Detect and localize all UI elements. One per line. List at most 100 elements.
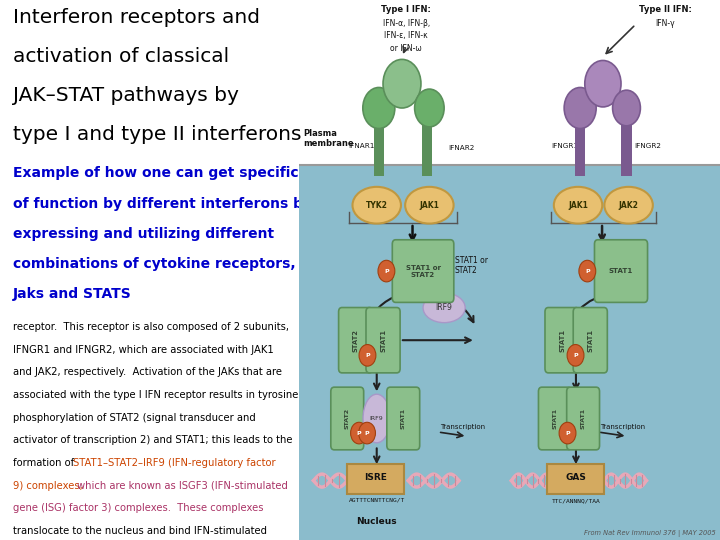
Text: IFNAR1: IFNAR1 bbox=[348, 143, 374, 148]
Circle shape bbox=[351, 422, 367, 444]
Text: or IFN-ω: or IFN-ω bbox=[390, 44, 422, 53]
FancyBboxPatch shape bbox=[567, 387, 600, 450]
Text: which are known as ISGF3 (IFN-stimulated: which are known as ISGF3 (IFN-stimulated bbox=[76, 481, 287, 491]
Circle shape bbox=[559, 422, 576, 444]
Text: type I and type II interferons: type I and type II interferons bbox=[13, 125, 302, 144]
FancyBboxPatch shape bbox=[330, 387, 364, 450]
Text: translocate to the nucleus and bind IFN-stimulated: translocate to the nucleus and bind IFN-… bbox=[13, 526, 267, 536]
Text: IFNGR2: IFNGR2 bbox=[634, 143, 661, 148]
FancyBboxPatch shape bbox=[338, 308, 373, 373]
Text: Transcription: Transcription bbox=[600, 423, 645, 430]
FancyBboxPatch shape bbox=[392, 240, 454, 302]
Circle shape bbox=[415, 89, 444, 127]
Text: STAT1: STAT1 bbox=[401, 408, 406, 429]
FancyBboxPatch shape bbox=[539, 387, 571, 450]
Text: ISRE: ISRE bbox=[364, 474, 387, 482]
Text: Type II IFN:: Type II IFN: bbox=[639, 5, 692, 15]
Text: receptor.  This receptor is also composed of 2 subunits,: receptor. This receptor is also composed… bbox=[13, 322, 289, 332]
Text: JAK1: JAK1 bbox=[568, 201, 588, 210]
Circle shape bbox=[567, 345, 584, 366]
Circle shape bbox=[585, 60, 621, 107]
Ellipse shape bbox=[363, 394, 390, 443]
Circle shape bbox=[613, 90, 640, 126]
Ellipse shape bbox=[604, 187, 653, 224]
Circle shape bbox=[383, 59, 421, 108]
Text: combinations of cytokine receptors,: combinations of cytokine receptors, bbox=[13, 257, 296, 271]
Text: IFN-α, IFN-β,: IFN-α, IFN-β, bbox=[382, 19, 430, 28]
FancyBboxPatch shape bbox=[366, 308, 400, 373]
Text: activation of classical: activation of classical bbox=[13, 47, 229, 66]
Bar bbox=[374, 105, 384, 176]
Text: Example of how one can get specificity: Example of how one can get specificity bbox=[13, 166, 319, 180]
Text: Nucleus: Nucleus bbox=[356, 517, 397, 526]
Ellipse shape bbox=[353, 187, 401, 224]
Text: Jaks and STATS: Jaks and STATS bbox=[13, 287, 132, 301]
FancyBboxPatch shape bbox=[573, 308, 608, 373]
Text: STAT1: STAT1 bbox=[609, 268, 633, 274]
Ellipse shape bbox=[405, 187, 454, 224]
Text: IFNGR1 and IFNGR2, which are associated with JAK1: IFNGR1 and IFNGR2, which are associated … bbox=[13, 345, 274, 355]
FancyBboxPatch shape bbox=[347, 464, 404, 494]
FancyBboxPatch shape bbox=[547, 464, 604, 494]
Text: From Nat Rev Immunol 376 | MAY 2005: From Nat Rev Immunol 376 | MAY 2005 bbox=[584, 530, 716, 537]
Text: P: P bbox=[365, 353, 370, 358]
Ellipse shape bbox=[423, 293, 465, 322]
Text: P: P bbox=[573, 353, 578, 358]
Text: 9) complexes,: 9) complexes, bbox=[13, 481, 86, 491]
Text: IRF9: IRF9 bbox=[436, 303, 453, 312]
Bar bbox=[621, 122, 631, 176]
Text: Type I IFN:: Type I IFN: bbox=[382, 5, 431, 15]
Text: STAT1: STAT1 bbox=[552, 408, 557, 429]
Circle shape bbox=[564, 87, 596, 129]
Text: IRF9: IRF9 bbox=[370, 416, 384, 421]
Text: Transcription: Transcription bbox=[440, 423, 485, 430]
Text: STAT1 or
STAT2: STAT1 or STAT2 bbox=[454, 256, 487, 275]
Text: P: P bbox=[365, 430, 369, 436]
Bar bbox=[575, 111, 585, 176]
Circle shape bbox=[363, 87, 395, 129]
Text: P: P bbox=[585, 268, 590, 274]
Text: STAT1: STAT1 bbox=[580, 408, 585, 429]
Text: STAT1–STAT2–IRF9 (IFN-regulatory factor: STAT1–STAT2–IRF9 (IFN-regulatory factor bbox=[73, 458, 276, 468]
Text: JAK2: JAK2 bbox=[618, 201, 639, 210]
Circle shape bbox=[359, 422, 375, 444]
Bar bbox=[422, 116, 432, 176]
Text: AGTTTCNNTTCNG/T: AGTTTCNNTTCNG/T bbox=[348, 498, 405, 503]
Text: of function by different interferons by: of function by different interferons by bbox=[13, 197, 312, 211]
FancyBboxPatch shape bbox=[545, 308, 579, 373]
Text: STAT2: STAT2 bbox=[345, 408, 350, 429]
Text: TTC/ANNNQ/TAA: TTC/ANNNQ/TAA bbox=[552, 498, 600, 503]
FancyBboxPatch shape bbox=[299, 165, 720, 540]
Circle shape bbox=[359, 345, 376, 366]
Text: TYK2: TYK2 bbox=[366, 201, 387, 210]
Text: IFNAR2: IFNAR2 bbox=[449, 145, 474, 151]
Text: STAT2: STAT2 bbox=[353, 329, 359, 352]
Text: IFNGR1: IFNGR1 bbox=[551, 143, 578, 148]
Text: JAK1: JAK1 bbox=[420, 201, 439, 210]
Text: STAT1: STAT1 bbox=[380, 329, 386, 352]
Text: expressing and utilizing different: expressing and utilizing different bbox=[13, 227, 274, 241]
Circle shape bbox=[378, 260, 395, 282]
Text: Interferon receptors and: Interferon receptors and bbox=[13, 8, 260, 27]
Text: P: P bbox=[565, 430, 570, 436]
FancyBboxPatch shape bbox=[387, 387, 420, 450]
Text: IFN-γ: IFN-γ bbox=[655, 19, 675, 28]
Text: P: P bbox=[384, 268, 389, 274]
Text: IFN-ε, IFN-κ: IFN-ε, IFN-κ bbox=[384, 31, 428, 40]
FancyBboxPatch shape bbox=[595, 240, 647, 302]
Text: GAS: GAS bbox=[565, 474, 586, 482]
Text: STAT1: STAT1 bbox=[588, 329, 593, 352]
Text: activator of transcription 2) and STAT1; this leads to the: activator of transcription 2) and STAT1;… bbox=[13, 435, 292, 445]
Text: associated with the type I IFN receptor results in tyrosine: associated with the type I IFN receptor … bbox=[13, 390, 298, 400]
Text: STAT1 or
STAT2: STAT1 or STAT2 bbox=[405, 265, 441, 278]
Text: phosphorylation of STAT2 (signal transducer and: phosphorylation of STAT2 (signal transdu… bbox=[13, 413, 256, 423]
Text: JAK–STAT pathways by: JAK–STAT pathways by bbox=[13, 86, 239, 105]
Text: Plasma
membrane: Plasma membrane bbox=[303, 129, 354, 149]
Ellipse shape bbox=[554, 187, 602, 224]
Text: P: P bbox=[356, 430, 361, 436]
Circle shape bbox=[579, 260, 595, 282]
Text: gene (ISG) factor 3) complexes.  These complexes: gene (ISG) factor 3) complexes. These co… bbox=[13, 503, 264, 514]
Text: and JAK2, respectively.  Activation of the JAKs that are: and JAK2, respectively. Activation of th… bbox=[13, 367, 282, 377]
Text: formation of: formation of bbox=[13, 458, 78, 468]
Text: STAT1: STAT1 bbox=[559, 329, 565, 352]
